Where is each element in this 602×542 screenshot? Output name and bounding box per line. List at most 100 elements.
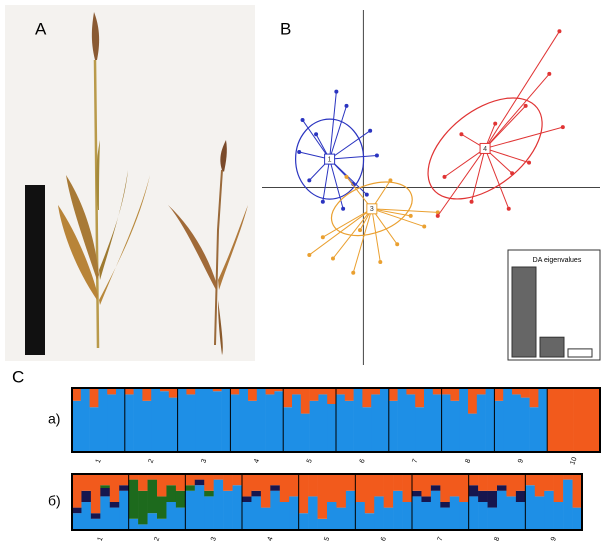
ancestry-segment	[336, 474, 347, 508]
ancestry-segment	[353, 388, 363, 452]
ancestry-segment	[89, 388, 99, 408]
point	[344, 103, 349, 108]
population-label: 10	[569, 456, 578, 466]
ancestry-segment	[478, 502, 488, 530]
ancestry-segment	[506, 474, 517, 497]
ancestry-segment	[572, 507, 583, 530]
ancestry-segment	[412, 496, 422, 530]
ancestry-segment	[289, 496, 299, 530]
plot-label: а)	[48, 411, 60, 427]
ancestry-segment	[300, 413, 310, 452]
ancestry-segment	[515, 474, 526, 491]
ancestry-segment	[185, 474, 196, 486]
ancestry-segment	[478, 490, 488, 502]
ancestry-segment	[142, 388, 152, 401]
ancestry-segment	[133, 388, 143, 452]
point	[408, 213, 413, 218]
ancestry-segment	[81, 474, 92, 491]
ancestry-segment	[124, 394, 134, 452]
ancestry-segment	[572, 474, 583, 508]
ancestry-segment	[327, 404, 337, 452]
spider-line	[471, 148, 486, 202]
group-ellipse	[427, 97, 543, 200]
panel-label: A	[35, 19, 47, 38]
ancestry-segment	[318, 394, 328, 452]
ancestry-segment	[251, 490, 262, 497]
population-label: 8	[464, 458, 472, 464]
ancestry-segment	[230, 388, 240, 395]
ancestry-segment	[119, 485, 129, 491]
point	[297, 150, 302, 154]
ancestry-segment	[279, 474, 290, 502]
ancestry-segment	[355, 502, 366, 530]
photo-background	[5, 5, 255, 361]
ancestry-segment	[503, 388, 513, 452]
ancestry-segment	[487, 474, 498, 491]
ancestry-segment	[223, 474, 233, 491]
ancestry-segment	[124, 388, 134, 395]
ancestry-segment	[553, 502, 564, 530]
ancestry-segment	[128, 518, 139, 530]
spider-line	[484, 105, 527, 149]
ancestry-segment	[362, 388, 372, 408]
ancestry-segment	[402, 502, 413, 530]
ancestry-segment	[194, 485, 205, 530]
ancestry-segment	[529, 388, 539, 408]
ancestry-segment	[204, 496, 214, 530]
point	[330, 256, 335, 261]
point	[300, 118, 305, 123]
population-label: 2	[153, 536, 161, 542]
ancestry-segment	[374, 496, 384, 530]
ancestry-segment	[128, 474, 139, 480]
ancestry-segment	[166, 474, 177, 486]
ancestry-segment	[177, 388, 187, 452]
ancestry-segment	[81, 502, 92, 530]
ancestry-segment	[194, 474, 205, 480]
ancestry-segment	[90, 474, 101, 514]
ancestry-segment	[476, 388, 486, 395]
ancestry-segment	[440, 507, 451, 530]
ancestry-segment	[345, 490, 356, 530]
ancestry-segment	[573, 388, 583, 452]
point	[378, 260, 383, 265]
plot-frame	[71, 473, 583, 531]
point	[320, 235, 325, 240]
ancestry-segment	[109, 474, 120, 502]
population-label: 9	[517, 458, 525, 464]
spider-line	[371, 208, 438, 213]
ancestry-segment	[265, 388, 275, 395]
panel-label: B	[280, 19, 291, 38]
ancestry-segment	[256, 388, 266, 452]
plot-frame	[71, 387, 601, 453]
ruler	[25, 185, 45, 355]
spider-line	[309, 208, 373, 256]
ancestry-segment	[344, 388, 354, 401]
ancestry-segment	[327, 502, 337, 530]
ancestry-segment	[362, 407, 372, 452]
ancestry-segment	[138, 474, 148, 491]
ancestry-segment	[308, 496, 318, 530]
spider-line	[322, 159, 331, 202]
ancestry-segment	[185, 490, 196, 530]
eigen-bar	[567, 348, 593, 358]
ancestry-segment	[544, 490, 554, 530]
ancestry-segment	[383, 474, 394, 508]
spider-line	[352, 208, 373, 273]
center-box	[366, 203, 378, 215]
point	[334, 89, 339, 94]
ancestry-segment	[100, 485, 111, 488]
population-label: 4	[253, 458, 261, 464]
ancestry-segment	[251, 496, 262, 530]
spider-line	[484, 126, 563, 149]
ancestry-segment	[459, 388, 469, 452]
ancestry-segment	[476, 394, 486, 452]
group-label: 4	[483, 146, 487, 153]
ancestry-segment	[327, 474, 337, 502]
ancestry-segment	[221, 388, 231, 452]
ancestry-segment	[309, 400, 319, 452]
ancestry-segment	[128, 479, 139, 519]
ancestry-segment	[441, 394, 451, 452]
ancestry-segment	[80, 388, 90, 452]
ancestry-segment	[318, 388, 328, 395]
